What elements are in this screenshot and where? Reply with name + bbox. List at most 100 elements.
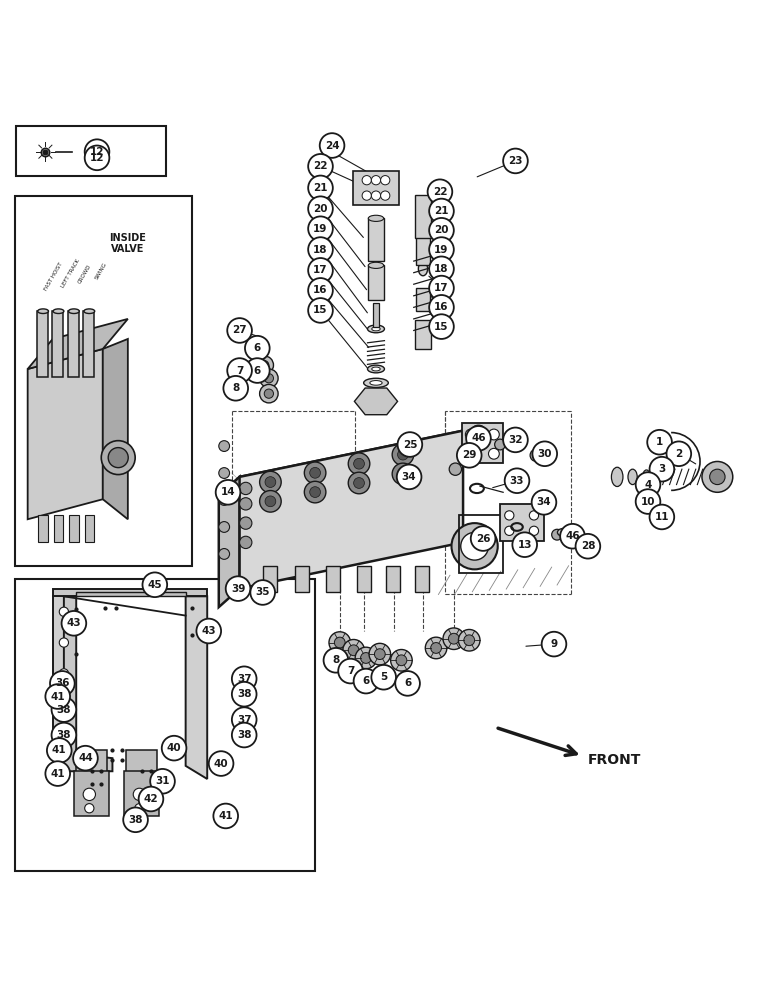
Text: 34: 34	[537, 497, 551, 507]
Ellipse shape	[364, 378, 388, 387]
Circle shape	[239, 482, 252, 495]
Circle shape	[338, 659, 363, 683]
Circle shape	[250, 580, 275, 605]
Circle shape	[85, 146, 110, 170]
Text: 43: 43	[201, 626, 216, 636]
Circle shape	[46, 684, 70, 709]
FancyBboxPatch shape	[16, 126, 167, 176]
Text: FRONT: FRONT	[588, 753, 642, 767]
Text: FAST HOIST: FAST HOIST	[43, 262, 63, 292]
Text: 16: 16	[434, 302, 449, 312]
Text: 46: 46	[565, 531, 580, 541]
Text: 24: 24	[325, 141, 340, 151]
Text: 9: 9	[550, 639, 557, 649]
Ellipse shape	[372, 327, 381, 331]
FancyBboxPatch shape	[69, 515, 79, 542]
Text: VALVE: VALVE	[111, 244, 144, 254]
FancyBboxPatch shape	[76, 750, 107, 774]
Circle shape	[308, 258, 333, 283]
Circle shape	[361, 653, 371, 663]
Circle shape	[396, 655, 407, 666]
Text: 14: 14	[221, 487, 235, 497]
Text: 20: 20	[434, 225, 449, 235]
Ellipse shape	[38, 309, 49, 314]
Circle shape	[489, 429, 499, 440]
Circle shape	[354, 669, 378, 693]
Ellipse shape	[557, 529, 569, 536]
Circle shape	[530, 526, 539, 535]
Circle shape	[362, 176, 371, 185]
Circle shape	[135, 804, 144, 813]
Circle shape	[429, 314, 454, 339]
Text: 22: 22	[313, 161, 328, 171]
Ellipse shape	[84, 309, 95, 314]
Circle shape	[245, 336, 269, 361]
Text: 7: 7	[236, 366, 243, 376]
Circle shape	[348, 472, 370, 494]
Text: 40: 40	[214, 759, 229, 769]
Circle shape	[666, 441, 691, 466]
Circle shape	[249, 340, 268, 359]
Ellipse shape	[372, 367, 381, 371]
Circle shape	[429, 256, 454, 281]
FancyBboxPatch shape	[262, 566, 276, 592]
Text: 10: 10	[641, 497, 655, 507]
Polygon shape	[28, 319, 128, 369]
Circle shape	[59, 669, 69, 678]
Circle shape	[381, 191, 390, 200]
Polygon shape	[462, 423, 503, 463]
Text: 19: 19	[313, 224, 327, 234]
Text: 8: 8	[332, 655, 340, 665]
Text: 39: 39	[231, 584, 245, 594]
Circle shape	[397, 465, 422, 489]
Text: 15: 15	[313, 305, 328, 315]
Circle shape	[310, 467, 320, 478]
Text: 18: 18	[434, 264, 449, 274]
Circle shape	[503, 149, 528, 173]
Circle shape	[471, 526, 496, 551]
Circle shape	[265, 477, 276, 487]
Text: 44: 44	[78, 753, 93, 763]
Text: 30: 30	[537, 449, 552, 459]
Circle shape	[308, 298, 333, 323]
Text: CROWD: CROWD	[77, 263, 92, 284]
Circle shape	[47, 738, 72, 763]
Text: 4: 4	[645, 480, 652, 490]
Circle shape	[374, 649, 385, 660]
FancyBboxPatch shape	[415, 320, 431, 349]
Text: 41: 41	[50, 692, 65, 702]
Circle shape	[108, 448, 128, 468]
Polygon shape	[354, 388, 398, 415]
FancyBboxPatch shape	[39, 515, 48, 542]
Circle shape	[459, 629, 480, 651]
FancyBboxPatch shape	[15, 196, 191, 566]
Circle shape	[85, 804, 94, 813]
Circle shape	[308, 176, 333, 200]
Circle shape	[457, 443, 482, 468]
Circle shape	[461, 532, 489, 560]
Text: 15: 15	[434, 322, 449, 332]
Circle shape	[530, 449, 543, 461]
Text: 41: 41	[52, 745, 66, 755]
FancyBboxPatch shape	[368, 265, 384, 300]
Circle shape	[466, 448, 476, 459]
Text: 28: 28	[581, 541, 595, 551]
Text: 38: 38	[128, 815, 143, 825]
Text: 11: 11	[655, 512, 669, 522]
Circle shape	[139, 787, 164, 811]
Circle shape	[452, 523, 498, 569]
FancyBboxPatch shape	[368, 218, 384, 261]
Circle shape	[431, 643, 442, 653]
Polygon shape	[103, 339, 128, 519]
Circle shape	[239, 536, 252, 549]
Ellipse shape	[69, 309, 80, 314]
FancyBboxPatch shape	[54, 515, 63, 542]
Text: 13: 13	[517, 540, 532, 550]
Text: 37: 37	[237, 674, 252, 684]
Circle shape	[259, 491, 281, 512]
Circle shape	[702, 461, 733, 492]
Text: 35: 35	[256, 587, 270, 597]
Circle shape	[308, 216, 333, 241]
Circle shape	[223, 376, 248, 401]
Circle shape	[355, 647, 377, 669]
